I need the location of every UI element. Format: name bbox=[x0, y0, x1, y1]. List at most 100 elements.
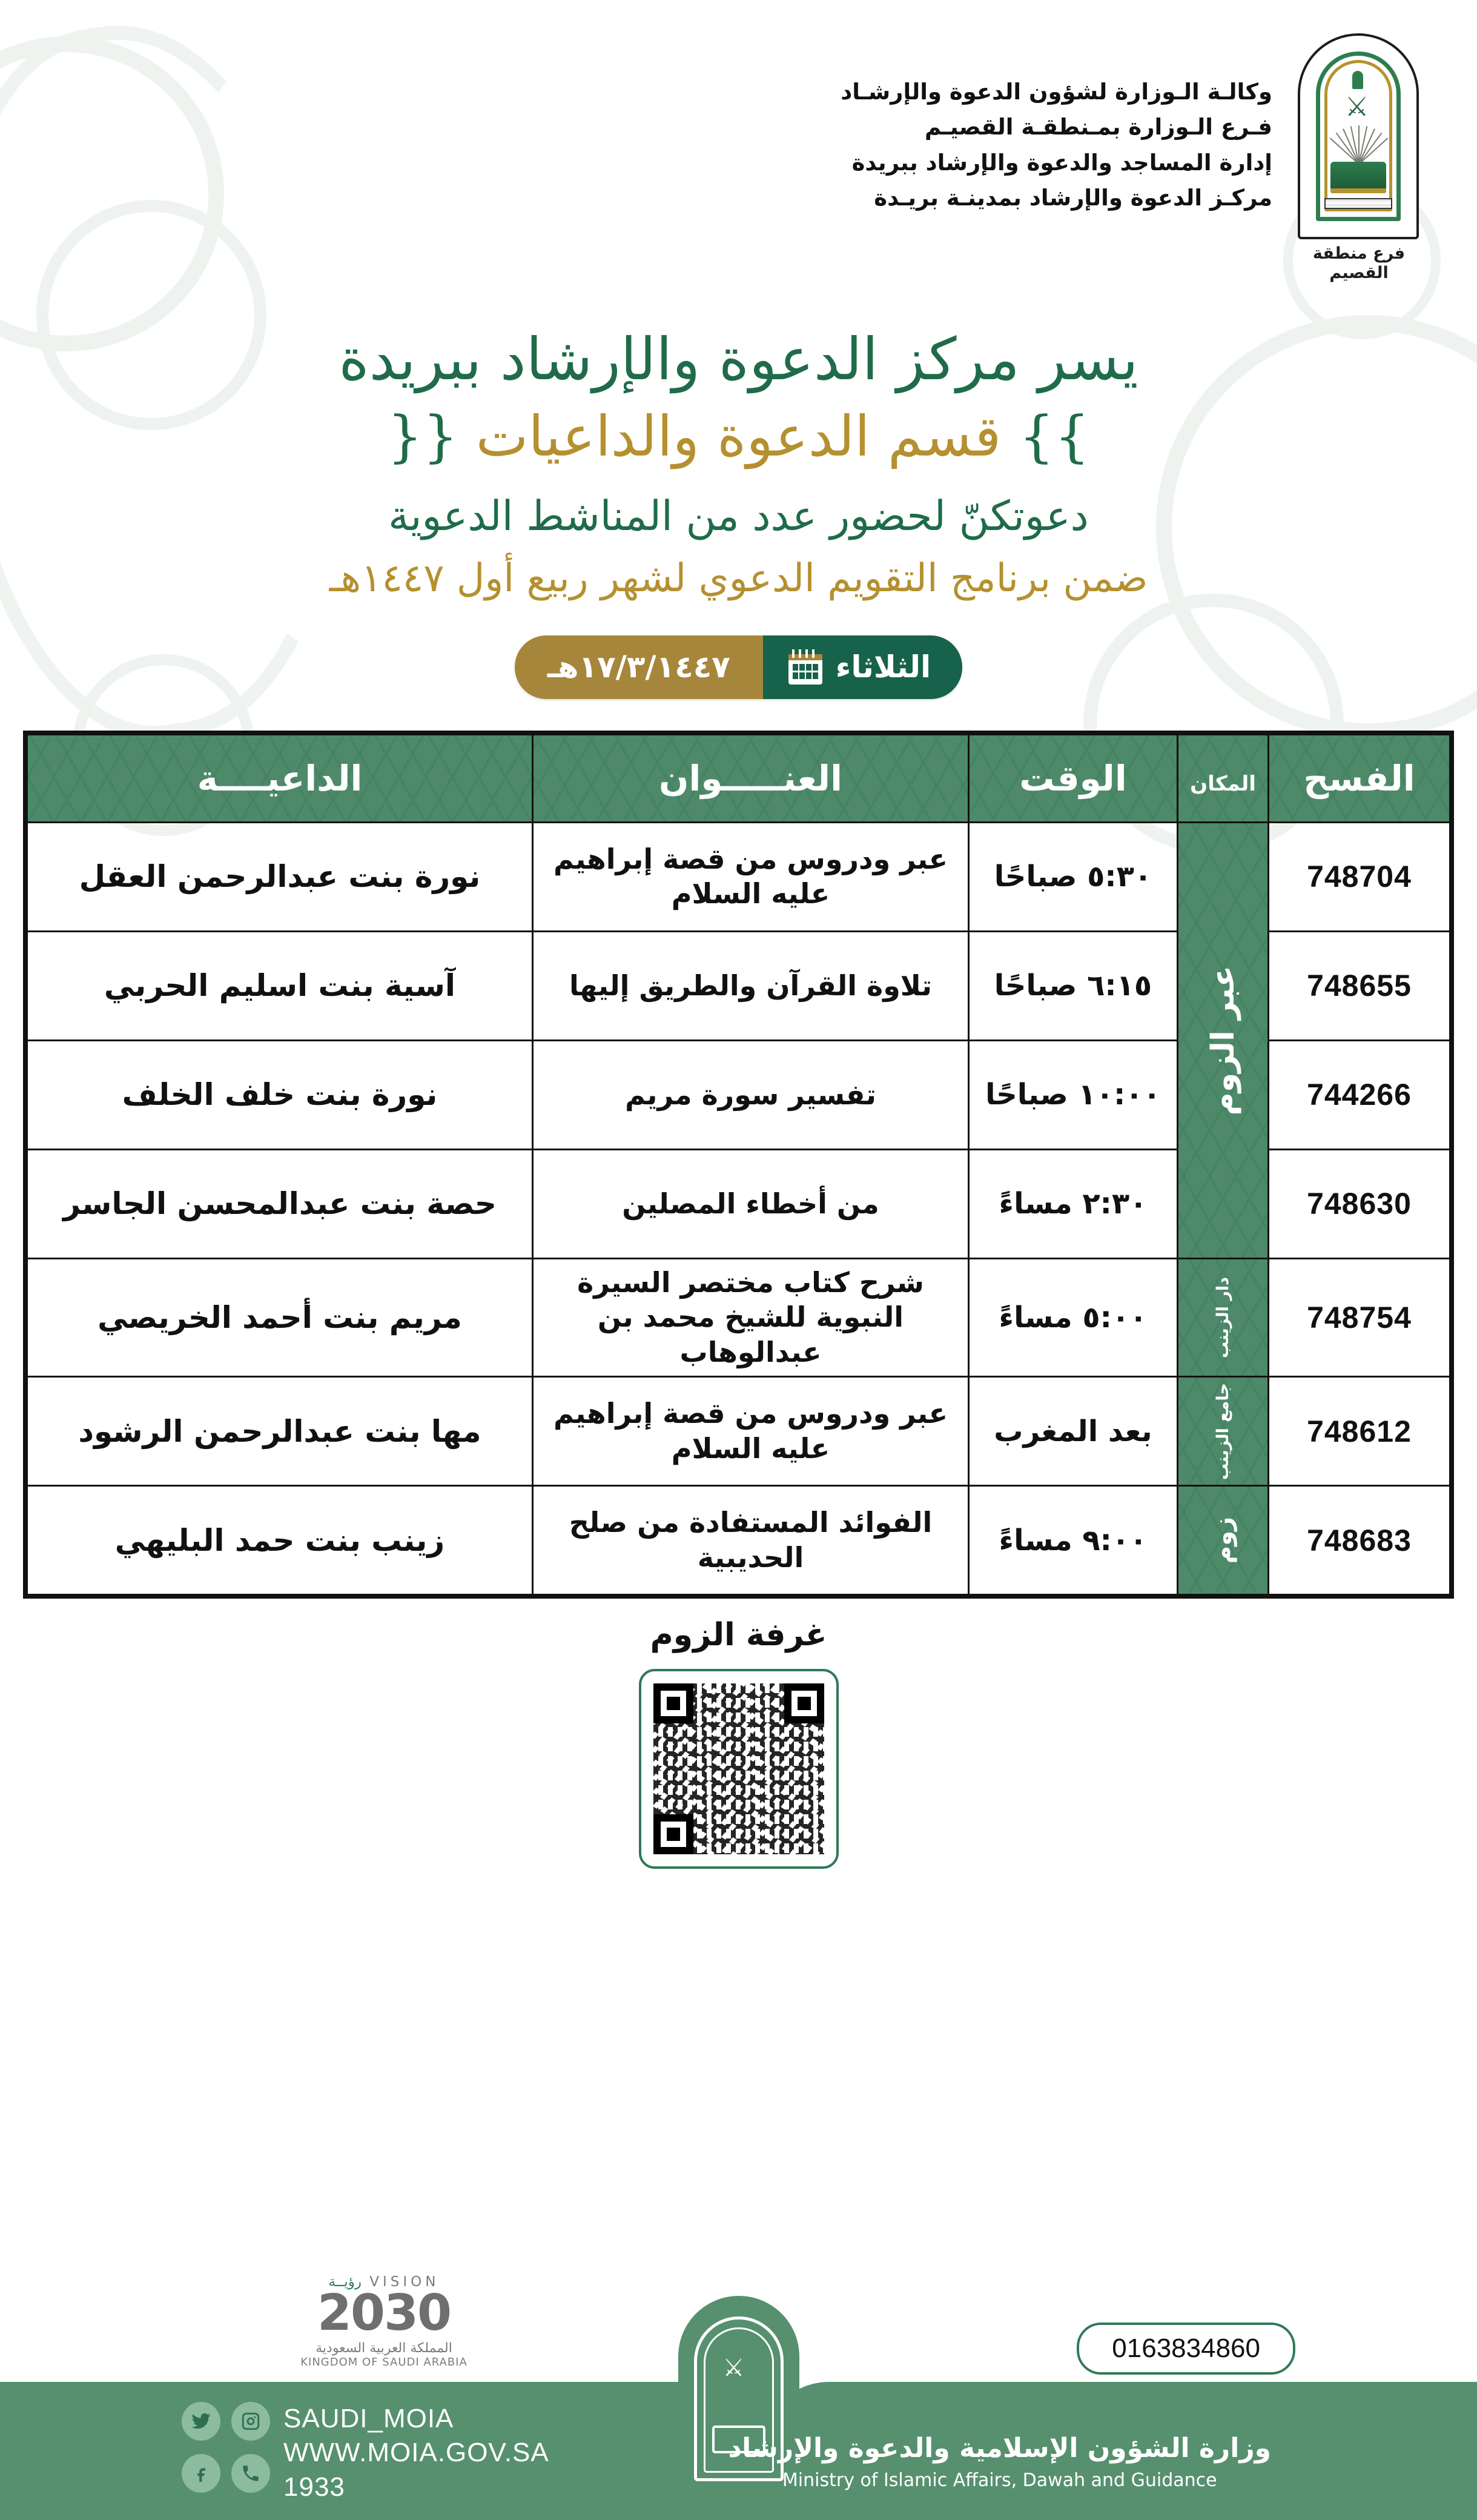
title-line-4: ضمن برنامج التقويم الدعوي لشهر ربيع أول … bbox=[329, 556, 1148, 602]
cell-code: 748630 bbox=[1267, 1148, 1451, 1259]
social-text-block: SAUDI_MOIA WWW.MOIA.GOV.SA 1933 bbox=[283, 2402, 549, 2504]
cell-speaker: حصة بنت عبدالمحسن الجاسر bbox=[26, 1148, 534, 1259]
cell-time: بعد المغرب bbox=[968, 1376, 1178, 1487]
footer-bar-left bbox=[0, 2382, 781, 2520]
social-hotline: 1933 bbox=[283, 2472, 345, 2502]
cell-code: 748655 bbox=[1267, 930, 1451, 1041]
twitter-icon[interactable] bbox=[182, 2402, 220, 2441]
column-header-speaker: الداعيــــة bbox=[26, 733, 534, 823]
cell-code: 748754 bbox=[1267, 1257, 1451, 1378]
column-header-code: الفسح bbox=[1267, 733, 1451, 823]
header-line-3: إدارة المساجد والدعوة والإرشاد ببريدة bbox=[851, 149, 1273, 176]
schedule-table-wrapper: الفسح المكان الوقت العنـــــوان الداعيــ… bbox=[23, 730, 1454, 1599]
table-row: 748754 دار الزينب ٥:٠٠ مساءً شرح كتاب مختصر… bbox=[26, 1257, 1451, 1378]
department-name: قسم الدعوة والداعيات bbox=[475, 404, 1002, 469]
table-row: 748655 ٦:١٥ صباحًا تلاوة القرآن والطريق إل… bbox=[26, 930, 1451, 1041]
social-handle: SAUDI_MOIA bbox=[283, 2404, 454, 2434]
poster-header: ⚔ فرع منطقة القصيم وكالـة الـوزارة لشؤون… bbox=[0, 0, 1477, 282]
vision-number: 2030 bbox=[317, 2284, 452, 2343]
cell-title: من أخطاء المصلين bbox=[532, 1148, 970, 1259]
cell-title: عبر ودروس من قصة إبراهيم عليه السلام bbox=[532, 821, 970, 932]
place-label: عبر الزوم bbox=[1204, 965, 1241, 1115]
table-row: 748683 زوم ٩:٠٠ مساءً الفوائد المستفادة من … bbox=[26, 1485, 1451, 1596]
table-row: 744266 ١٠:٠٠ صباحًا تفسير سورة مريم نورة بن… bbox=[26, 1039, 1451, 1150]
cell-time: ٥:٣٠ صباحًا bbox=[968, 821, 1178, 932]
vision-2030-logo: VISION رؤيــة 2030 المملكة العربية السعو… bbox=[284, 2274, 484, 2369]
ministry-name-en: Ministry of Islamic Affairs, Dawah and G… bbox=[782, 2470, 1217, 2491]
date-badge-wrapper: الثلاثاء ١٧/٣/١٤٤٧هـ bbox=[0, 635, 1477, 699]
phone-icon[interactable] bbox=[231, 2454, 270, 2493]
cell-time: ١٠:٠٠ صباحًا bbox=[968, 1039, 1178, 1150]
cell-speaker: زينب بنت حمد البليهي bbox=[26, 1485, 534, 1596]
place-label: دار الزينب bbox=[1214, 1277, 1232, 1359]
cell-time: ٩:٠٠ مساءً bbox=[968, 1485, 1178, 1596]
social-links: SAUDI_MOIA WWW.MOIA.GOV.SA 1933 bbox=[182, 2402, 549, 2504]
table-row: 748612 جامع الزينب بعد المغرب عبر ودروس من … bbox=[26, 1376, 1451, 1487]
cell-code: 748683 bbox=[1267, 1485, 1451, 1596]
title-line-1: يسر مركز الدعوة والإرشاد ببريدة bbox=[339, 325, 1138, 393]
footer-ministry-emblem-icon: ⚔ bbox=[660, 2296, 818, 2502]
calendar-icon bbox=[788, 649, 822, 685]
cell-title: الفوائد المستفادة من صلح الحديبية bbox=[532, 1485, 970, 1596]
social-website: WWW.MOIA.GOV.SA bbox=[283, 2438, 549, 2468]
hijri-date-label: ١٧/٣/١٤٤٧هـ bbox=[514, 635, 763, 699]
cell-time: ٥:٠٠ مساءً bbox=[968, 1257, 1178, 1378]
cell-code: 748704 bbox=[1267, 821, 1451, 932]
vision-kingdom-en: KINGDOM OF SAUDI ARABIA bbox=[300, 2356, 468, 2369]
place-label: زوم bbox=[1209, 1517, 1237, 1564]
schedule-table: الفسح المكان الوقت العنـــــوان الداعيــ… bbox=[26, 733, 1451, 1596]
zoom-room-label: غرفة الزوم bbox=[650, 1617, 827, 1654]
column-header-place: المكان bbox=[1177, 733, 1269, 823]
cell-time: ٦:١٥ صباحًا bbox=[968, 930, 1178, 1041]
ministry-name-block: وزارة الشؤون الإسلامية والدعوة والإرشاد … bbox=[729, 2433, 1272, 2491]
title-block: يسر مركز الدعوة والإرشاد ببريدة }} قسم ا… bbox=[0, 323, 1477, 605]
poster-footer: VISION رؤيــة 2030 المملكة العربية السعو… bbox=[0, 2266, 1477, 2520]
title-line-2: }} قسم الدعوة والداعيات {{ bbox=[0, 400, 1477, 473]
cell-code: 744266 bbox=[1267, 1039, 1451, 1150]
facebook-icon[interactable] bbox=[182, 2454, 220, 2493]
bracket-open: }} bbox=[1019, 404, 1090, 469]
ministry-emblem-icon: ⚔ فرع منطقة القصيم bbox=[1289, 33, 1429, 282]
cell-title: شرح كتاب مختصر السيرة النبوية للشيخ محمد… bbox=[532, 1257, 970, 1378]
cell-place: دار الزينب bbox=[1177, 1257, 1269, 1378]
cell-speaker: نورة بنت عبدالرحمن العقل bbox=[26, 821, 534, 932]
column-header-title: العنـــــوان bbox=[532, 733, 970, 823]
cell-speaker: آسية بنت اسليم الحربي bbox=[26, 930, 534, 1041]
cell-title: تفسير سورة مريم bbox=[532, 1039, 970, 1150]
table-row: 748630 ٢:٣٠ مساءً من أخطاء المصلين حصة بنت … bbox=[26, 1148, 1451, 1259]
header-line-1: وكالـة الـوزارة لشؤون الدعوة والإرشـاد bbox=[841, 79, 1272, 105]
cell-title: عبر ودروس من قصة إبراهيم عليه السلام bbox=[532, 1376, 970, 1487]
cell-title: تلاوة القرآن والطريق إليها bbox=[532, 930, 970, 1041]
day-label: الثلاثاء bbox=[835, 649, 931, 685]
contact-phone-pill[interactable]: 0163834860 bbox=[1077, 2323, 1295, 2375]
table-body: 748704 عبر الزوم ٥:٣٠ صباحًا عبر ودروس من ق… bbox=[26, 821, 1451, 1596]
header-text-block: وكالـة الـوزارة لشؤون الدعوة والإرشـاد ف… bbox=[841, 33, 1272, 216]
place-label: جامع الزينب bbox=[1214, 1382, 1232, 1480]
cell-speaker: مريم بنت أحمد الخريصي bbox=[26, 1257, 534, 1378]
title-line-3: دعوتكنّ لحضور عدد من المناشط الدعوية bbox=[388, 492, 1089, 540]
column-header-time: الوقت bbox=[968, 733, 1178, 823]
cell-speaker: نورة بنت خلف الخلف bbox=[26, 1039, 534, 1150]
cell-place: جامع الزينب bbox=[1177, 1376, 1269, 1487]
date-badge: الثلاثاء ١٧/٣/١٤٤٧هـ bbox=[514, 635, 963, 699]
ministry-name-ar: وزارة الشؤون الإسلامية والدعوة والإرشاد bbox=[728, 2433, 1272, 2464]
header-line-2: فـرع الـوزارة بمـنطقـة القصيـم bbox=[925, 114, 1272, 141]
cell-speaker: مها بنت عبدالرحمن الرشود bbox=[26, 1376, 534, 1487]
footer-bar-right bbox=[762, 2382, 1477, 2520]
cell-place: عبر الزوم bbox=[1177, 821, 1269, 1259]
table-row: 748704 عبر الزوم ٥:٣٠ صباحًا عبر ودروس من ق… bbox=[26, 821, 1451, 1259]
instagram-icon[interactable] bbox=[231, 2402, 270, 2441]
table-header-row: الفسح المكان الوقت العنـــــوان الداعيــ… bbox=[26, 733, 1451, 823]
vision-word: VISION رؤيــة bbox=[328, 2274, 440, 2290]
date-badge-day-section: الثلاثاء bbox=[762, 635, 963, 699]
bracket-close: {{ bbox=[387, 404, 458, 469]
vision-kingdom-ar: المملكة العربية السعودية bbox=[316, 2341, 452, 2356]
cell-place: زوم bbox=[1177, 1485, 1269, 1596]
header-line-4: مركـز الدعوة والإرشاد بمدينـة بريـدة bbox=[874, 185, 1272, 211]
cell-code: 748612 bbox=[1267, 1376, 1451, 1487]
cell-time: ٢:٣٠ مساءً bbox=[968, 1148, 1178, 1259]
emblem-caption: فرع منطقة القصيم bbox=[1312, 244, 1406, 283]
qr-code-icon[interactable] bbox=[638, 1669, 839, 1869]
zoom-room-section: غرفة الزوم bbox=[0, 1617, 1477, 1869]
